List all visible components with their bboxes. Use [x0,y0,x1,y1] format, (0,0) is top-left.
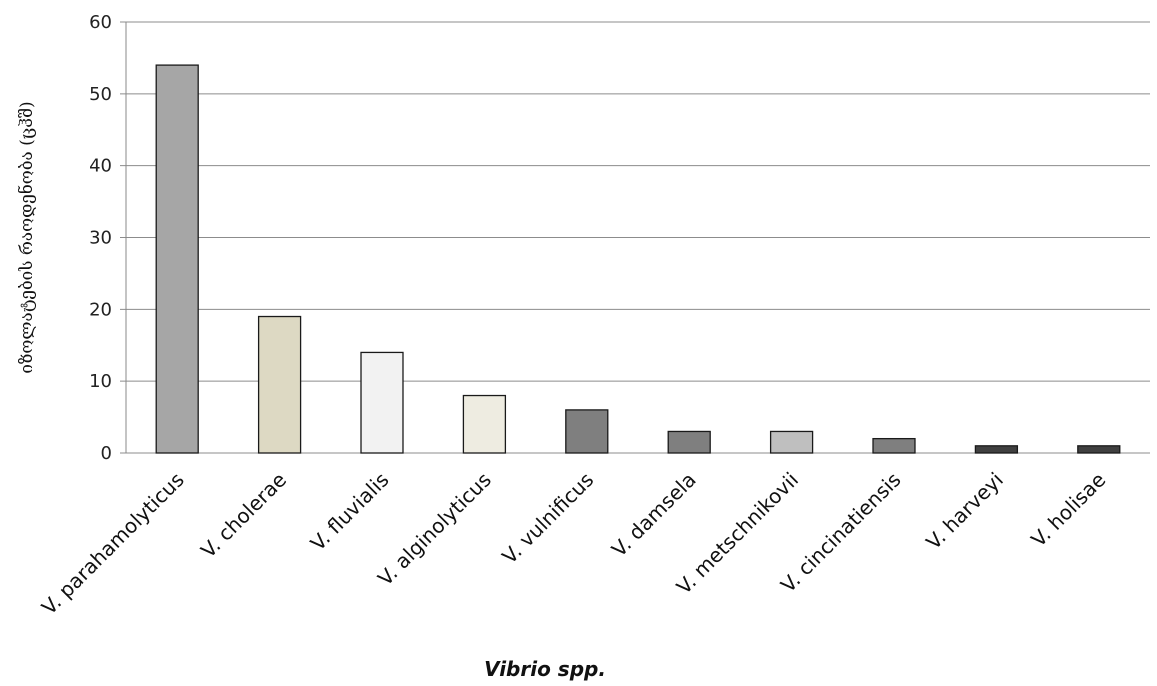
bar [155,64,199,454]
bars [155,64,1121,454]
y-axis-title: იზოლატების რაოდენობა (ცჰშ) [17,101,37,373]
x-axis-title: Vibrio spp. [484,657,606,681]
x-tick-label: V. cholerae [196,468,291,563]
y-tick-label: 30 [89,228,112,249]
y-tick-label: 20 [89,299,112,320]
y-tick-label: 10 [89,371,112,392]
y-tick-label: 60 [89,12,112,33]
y-tick-label: 0 [101,443,112,464]
x-axis-category-labels: V. parahamolyticus V. cholerae V. fluviali… [37,468,1110,620]
bar [667,430,711,454]
bar [360,351,404,454]
y-tick-label: 50 [89,84,112,105]
bar [565,409,609,454]
x-tick-label: V. fluvialis [306,468,394,556]
bar [769,430,814,454]
y-axis-ticks: 0 10 20 30 40 50 60 [89,12,112,464]
x-tick-label: V. damsela [607,468,701,562]
bar [257,315,302,454]
bar [1077,445,1121,454]
x-tick-label: V. holisae [1026,468,1110,552]
bar [872,437,916,454]
x-tick-label: V. harveyi [921,468,1008,555]
x-tick-label: V. parahamolyticus [37,468,189,620]
x-tick-label: V. vulnificus [497,468,598,569]
bar [462,394,507,454]
bar [974,445,1019,454]
y-tick-label: 40 [89,156,112,177]
